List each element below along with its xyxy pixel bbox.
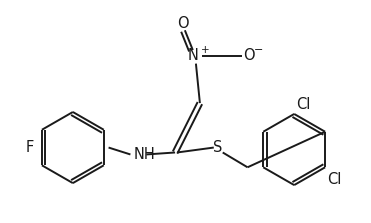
- Text: Cl: Cl: [327, 172, 341, 187]
- Text: +: +: [201, 45, 210, 55]
- Text: O: O: [177, 16, 189, 31]
- Text: NH: NH: [134, 147, 155, 162]
- Text: −: −: [253, 45, 263, 55]
- Text: F: F: [26, 140, 34, 155]
- Text: S: S: [213, 140, 223, 155]
- Text: O: O: [244, 48, 255, 63]
- Text: N: N: [187, 48, 198, 63]
- Text: Cl: Cl: [296, 97, 311, 112]
